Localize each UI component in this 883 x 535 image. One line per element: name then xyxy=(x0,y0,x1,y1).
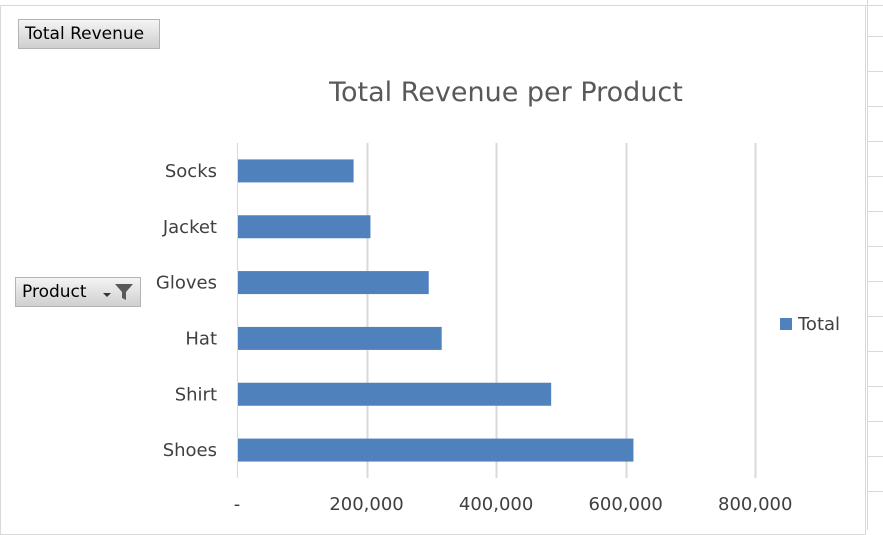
legend-label: Total xyxy=(797,314,840,335)
bar[interactable] xyxy=(238,326,442,350)
bar-chart[interactable]: Total Revenue per Product - 200,000 400,000… xyxy=(0,0,866,530)
pivot-axis-field-button[interactable]: Product xyxy=(15,277,141,307)
filter-dropdown[interactable] xyxy=(103,282,134,302)
bar[interactable] xyxy=(238,438,634,462)
pivot-axis-field-label: Product xyxy=(22,282,87,302)
category-label: Socks xyxy=(165,161,217,182)
legend-swatch xyxy=(780,318,792,330)
chevron-down-icon xyxy=(103,293,111,297)
category-label: Hat xyxy=(185,328,217,349)
bar[interactable] xyxy=(238,215,371,239)
category-label: Gloves xyxy=(156,273,217,294)
bar[interactable] xyxy=(238,271,429,295)
x-tick-label: - xyxy=(234,494,241,515)
chart-title: Total Revenue per Product xyxy=(328,77,683,108)
x-tick-label: 600,000 xyxy=(588,494,662,515)
category-label: Shoes xyxy=(163,440,217,461)
category-label: Shirt xyxy=(175,384,217,405)
pivot-values-field-button[interactable]: Total Revenue xyxy=(18,19,160,49)
x-tick-label: 800,000 xyxy=(718,494,792,515)
funnel-icon xyxy=(115,284,133,300)
pivot-values-field-label: Total Revenue xyxy=(25,24,145,44)
x-tick-label: 200,000 xyxy=(329,494,403,515)
bar[interactable] xyxy=(238,382,552,406)
category-label: Jacket xyxy=(162,217,217,238)
bar[interactable] xyxy=(238,159,354,183)
x-tick-label: 400,000 xyxy=(459,494,533,515)
